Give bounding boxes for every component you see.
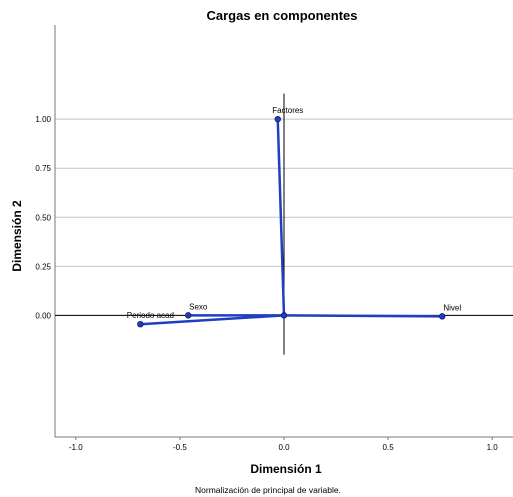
data-point-label: Periodo acad <box>127 311 174 320</box>
data-point-label: Sexo <box>189 302 208 311</box>
data-point-label: Factores <box>272 106 303 115</box>
origin-point <box>280 312 288 319</box>
y-tick-label: 1.00 <box>35 115 51 124</box>
data-point <box>137 320 144 328</box>
data-point <box>274 115 281 123</box>
data-point <box>185 312 192 319</box>
loading-vector <box>276 117 286 317</box>
loading-vector <box>282 314 444 318</box>
x-tick-label: 0.5 <box>383 443 395 452</box>
data-point <box>439 313 446 320</box>
x-axis-title: Dimensión 1 <box>250 462 322 476</box>
y-axis-title: Dimensión 2 <box>10 200 24 272</box>
y-tick-label: 0.25 <box>35 262 51 271</box>
data-point-label: Nivel <box>443 303 461 312</box>
x-tick-label: -0.5 <box>173 443 187 452</box>
chart-title: Cargas en componentes <box>207 8 358 23</box>
loading-vector <box>139 314 286 326</box>
y-tick-label: 0.00 <box>35 311 51 320</box>
y-tick-label: 0.50 <box>35 213 51 222</box>
x-tick-label: -1.0 <box>69 443 83 452</box>
x-tick-label: 0.0 <box>278 443 290 452</box>
footnote: Normalización de principal de variable. <box>195 485 341 495</box>
y-tick-label: 0.75 <box>35 164 51 173</box>
x-tick-label: 1.0 <box>487 443 499 452</box>
